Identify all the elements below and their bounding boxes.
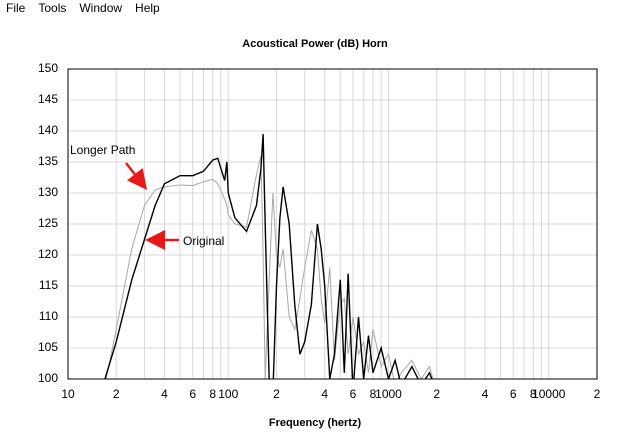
y-tick-label: 145 [38,92,58,106]
annotation: Original [183,234,224,248]
x-tick-label: 8 [370,387,377,401]
x-axis-label: Frequency (hertz) [269,417,362,429]
y-tick-label: 115 [39,278,58,292]
x-tick-label: 6 [510,387,517,401]
chart-title: Acoustical Power (dB) Horn [242,38,388,50]
x-tick-label: 4 [482,387,489,401]
x-tick-label: 2 [433,387,440,401]
y-tick-label: 110 [39,309,58,323]
x-tick-label: 6 [350,387,357,401]
menu-item[interactable]: Window [79,1,123,15]
x-tick-label: 2 [594,387,601,401]
x-tick-label: 8 [530,387,537,401]
y-tick-label: 100 [38,371,58,385]
x-tick-label: 100 [218,387,238,401]
y-tick-label: 130 [38,185,58,199]
plot-frame [67,68,598,380]
x-tick-label: 1000 [375,387,402,401]
series-line [104,134,433,379]
y-tick-label: 135 [38,154,58,168]
x-tick-label: 4 [321,387,328,401]
x-tick-label: 4 [161,387,168,401]
x-tick-label: 10 [61,387,75,401]
x-tick-label: 6 [189,387,196,401]
menu-item[interactable]: Tools [38,1,67,15]
y-tick-label: 120 [38,247,58,261]
annotation-arrow [125,162,148,190]
x-tick-label: 2 [113,387,120,401]
series-line [105,155,434,379]
x-tick-label: 8 [209,387,216,401]
menu-bar: File Tools Window Help [0,0,624,17]
x-tick-label: 2 [273,387,280,401]
y-tick-label: 140 [38,123,58,137]
menu-item[interactable]: File [6,1,26,15]
y-tick-label: 105 [38,340,58,354]
x-tick-label: 10000 [532,387,566,401]
annotation: Longer Path [70,143,135,157]
y-tick-label: 125 [38,216,58,230]
y-tick-label: 150 [38,61,58,75]
menu-item[interactable]: Help [135,1,160,15]
